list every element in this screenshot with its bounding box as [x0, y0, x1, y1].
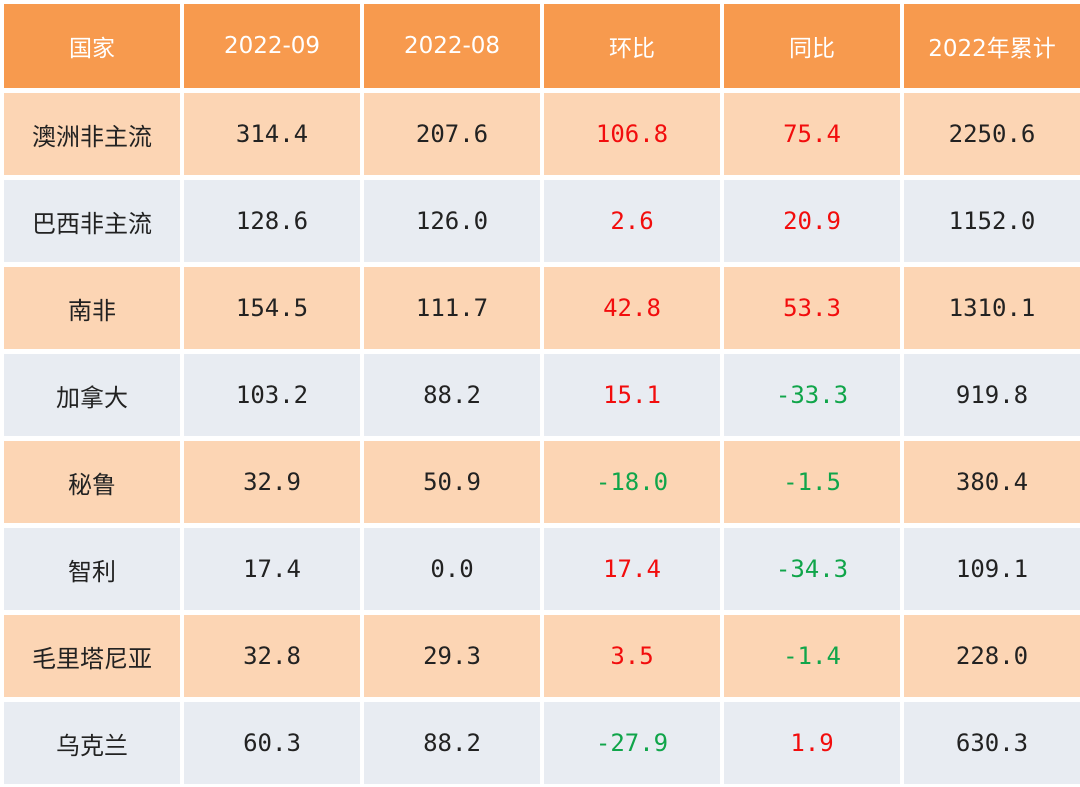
- header-ytd: 2022年累计: [904, 4, 1080, 88]
- cell-mom: -27.9: [544, 702, 720, 784]
- cell-country: 南非: [4, 267, 180, 349]
- header-mom: 环比: [544, 4, 720, 88]
- cell-yoy: 53.3: [724, 267, 900, 349]
- cell-yoy: -1.4: [724, 615, 900, 697]
- cell-2022-08: 50.9: [364, 441, 540, 523]
- cell-2022-09: 154.5: [184, 267, 360, 349]
- cell-ytd: 630.3: [904, 702, 1080, 784]
- cell-country: 秘鲁: [4, 441, 180, 523]
- header-country: 国家: [4, 4, 180, 88]
- cell-2022-08: 0.0: [364, 528, 540, 610]
- cell-2022-08: 88.2: [364, 702, 540, 784]
- cell-mom: 2.6: [544, 180, 720, 262]
- cell-2022-09: 32.9: [184, 441, 360, 523]
- cell-2022-09: 17.4: [184, 528, 360, 610]
- cell-2022-08: 111.7: [364, 267, 540, 349]
- cell-2022-09: 32.8: [184, 615, 360, 697]
- cell-yoy: 20.9: [724, 180, 900, 262]
- cell-2022-09: 103.2: [184, 354, 360, 436]
- cell-2022-08: 207.6: [364, 93, 540, 175]
- cell-ytd: 228.0: [904, 615, 1080, 697]
- cell-yoy: 75.4: [724, 93, 900, 175]
- cell-ytd: 919.8: [904, 354, 1080, 436]
- cell-2022-09: 128.6: [184, 180, 360, 262]
- cell-2022-08: 126.0: [364, 180, 540, 262]
- cell-yoy: -33.3: [724, 354, 900, 436]
- cell-country: 加拿大: [4, 354, 180, 436]
- cell-ytd: 380.4: [904, 441, 1080, 523]
- cell-ytd: 1310.1: [904, 267, 1080, 349]
- cell-ytd: 109.1: [904, 528, 1080, 610]
- cell-mom: 3.5: [544, 615, 720, 697]
- cell-2022-08: 88.2: [364, 354, 540, 436]
- cell-yoy: 1.9: [724, 702, 900, 784]
- cell-mom: 17.4: [544, 528, 720, 610]
- header-yoy: 同比: [724, 4, 900, 88]
- cell-2022-08: 29.3: [364, 615, 540, 697]
- cell-country: 智利: [4, 528, 180, 610]
- cell-country: 澳洲非主流: [4, 93, 180, 175]
- cell-country: 巴西非主流: [4, 180, 180, 262]
- cell-ytd: 1152.0: [904, 180, 1080, 262]
- cell-mom: -18.0: [544, 441, 720, 523]
- cell-ytd: 2250.6: [904, 93, 1080, 175]
- cell-mom: 42.8: [544, 267, 720, 349]
- cell-2022-09: 60.3: [184, 702, 360, 784]
- header-2022-09: 2022-09: [184, 4, 360, 88]
- cell-yoy: -1.5: [724, 441, 900, 523]
- cell-mom: 15.1: [544, 354, 720, 436]
- header-2022-08: 2022-08: [364, 4, 540, 88]
- cell-country: 毛里塔尼亚: [4, 615, 180, 697]
- cell-mom: 106.8: [544, 93, 720, 175]
- cell-2022-09: 314.4: [184, 93, 360, 175]
- cell-yoy: -34.3: [724, 528, 900, 610]
- cell-country: 乌克兰: [4, 702, 180, 784]
